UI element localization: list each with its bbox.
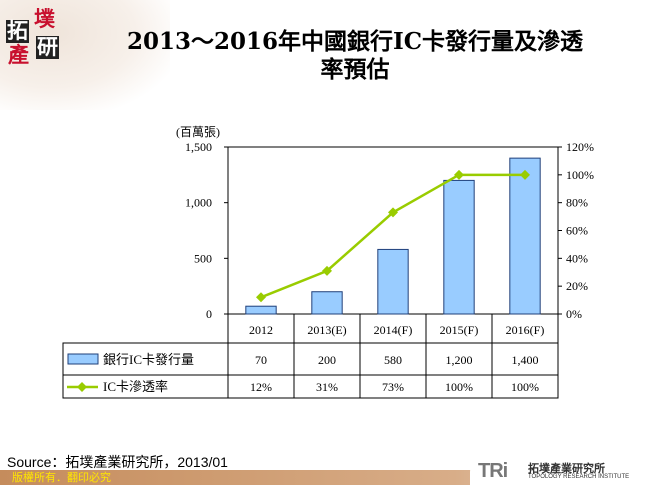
y2-tick-label: 60% [566,224,588,238]
category-label: 2015(F) [440,323,479,337]
page-title: 2013～2016年中國銀行IC卡發行量及滲透 率預估 [60,28,650,84]
line-point [256,292,266,303]
category-label: 2016(F) [506,323,545,337]
category-label: 2013(E) [307,323,346,337]
logo-char: 產 [8,43,29,67]
y-tick-label: 1,000 [185,196,212,210]
bar [509,157,541,315]
bar [443,179,475,315]
brand-cn: 拓墣產業研究所 [528,462,605,475]
table-cell: 73% [382,380,404,394]
table-cell: 1,400 [512,353,539,367]
bar [311,291,343,315]
line-point [454,169,464,180]
legend-bar-swatch [67,353,99,365]
y-tick-label: 0 [206,307,212,321]
brand-logo: TRi 拓墣產業研究所 TOPOLOGY RESEARCH INSTITUTE [470,458,650,485]
line-point [520,169,530,180]
legend-label: 銀行IC卡發行量 [103,352,194,367]
table-cell: 12% [250,380,272,394]
y-tick-label: 1,500 [185,140,212,154]
brand-mark: TRi [478,460,508,482]
line-point [322,265,332,276]
logo-char: 拓 [6,19,29,43]
y-axis-label: (百萬張) [176,125,220,139]
y2-tick-label: 80% [566,196,588,210]
line-point [388,207,398,218]
table-cell: 31% [316,380,338,394]
category-label: 2014(F) [374,323,413,337]
table-cell: 100% [511,380,539,394]
chart: (百萬張) 0 500 1,000 1,500 0% 20% 40% 60% 80% 100% 12… [62,125,594,399]
y2-tick-label: 100% [566,168,594,182]
source-note: Source：拓墣產業研究所，2013/01 [7,454,228,470]
y2-tick-label: 40% [566,251,588,265]
table-cell: 100% [445,380,473,394]
title-line-1: 2013～2016年中國銀行IC卡發行量及滲透 [126,28,584,55]
table-cell: 1,200 [446,353,473,367]
legend-label: IC卡滲透率 [103,379,168,394]
table-cell: 200 [318,353,336,367]
brand-en: TOPOLOGY RESEARCH INSTITUTE [528,474,630,480]
bar [245,305,277,315]
background-map [0,0,170,110]
y-tick-label: 500 [194,251,212,265]
y2-tick-label: 0% [566,307,582,321]
y2-tick-label: 20% [566,279,588,293]
table-cell: 70 [255,353,267,367]
title-line-2: 率預估 [320,56,390,83]
logo: 拓 墣 產 研 [6,7,62,67]
table-cell: 580 [384,353,402,367]
category-label: 2012 [249,323,273,337]
logo-char: 研 [36,35,59,59]
copyright-text: 版權所有．翻印必究 [12,471,111,484]
legend-line-marker [77,382,87,392]
bar [377,248,409,315]
logo-char: 墣 [34,7,55,31]
y2-tick-label: 120% [566,140,594,154]
